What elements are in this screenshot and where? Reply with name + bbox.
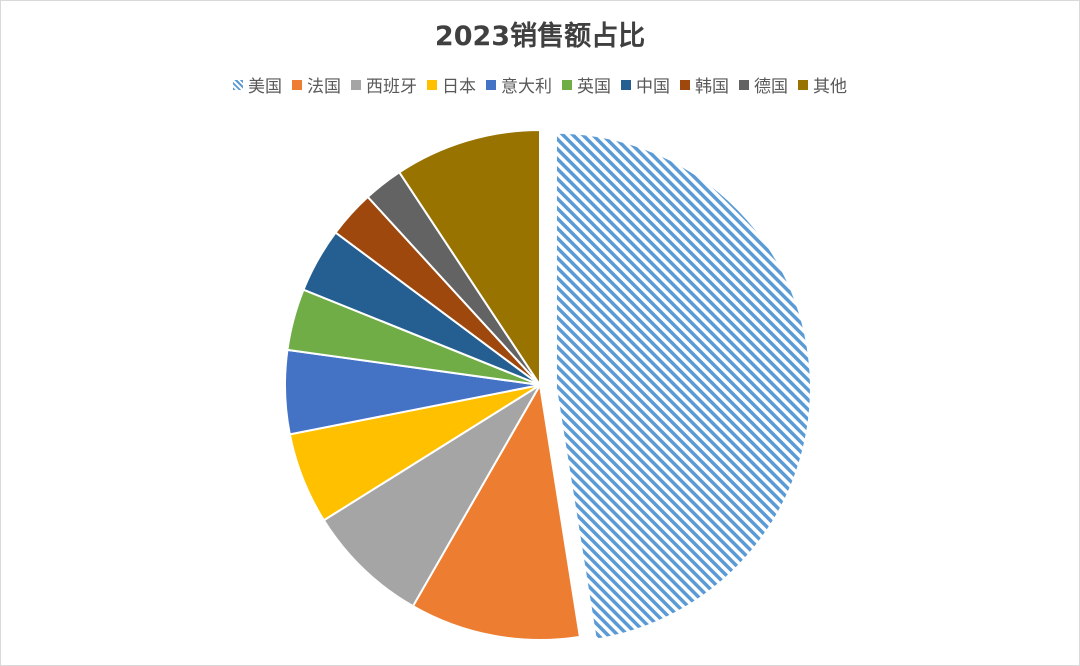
legend-item: 西班牙 (351, 72, 417, 97)
legend-label: 中国 (636, 77, 670, 97)
legend-swatch (427, 79, 437, 90)
legend-item: 日本 (427, 72, 476, 97)
legend-swatch (233, 79, 243, 90)
legend-swatch (739, 79, 749, 90)
legend-item: 英国 (562, 72, 611, 97)
pie-slice (411, 382, 582, 641)
legend-swatch (351, 79, 361, 90)
legend-swatch (680, 79, 690, 90)
legend-label: 意大利 (501, 77, 552, 97)
legend-swatch (562, 79, 572, 90)
legend-label: 法国 (307, 77, 341, 97)
legend-swatch (486, 79, 496, 90)
legend-label: 西班牙 (366, 77, 417, 97)
legend: 美国 法国 西班牙 日本 意大利 英国 中国 韩国 德国 其他 (0, 72, 1080, 97)
legend-item: 德国 (739, 72, 788, 97)
legend-label: 其他 (813, 77, 847, 97)
legend-label: 英国 (577, 77, 611, 97)
pie-slice (554, 131, 812, 641)
legend-item: 韩国 (680, 72, 729, 97)
legend-item: 意大利 (486, 72, 552, 97)
legend-label: 德国 (754, 77, 788, 97)
legend-swatch (621, 79, 631, 90)
legend-label: 美国 (248, 77, 282, 97)
chart-title: 2023销售额占比 (434, 21, 646, 52)
legend-label: 韩国 (695, 77, 729, 97)
legend-item: 法国 (292, 72, 341, 97)
legend-label: 日本 (442, 77, 476, 97)
legend-item: 美国 (233, 72, 282, 97)
legend-swatch (798, 79, 808, 90)
pie-slice (322, 384, 541, 608)
legend-item: 其他 (798, 72, 847, 97)
legend-swatch (292, 79, 302, 90)
legend-item: 中国 (621, 72, 670, 97)
pie-slice (397, 128, 541, 389)
